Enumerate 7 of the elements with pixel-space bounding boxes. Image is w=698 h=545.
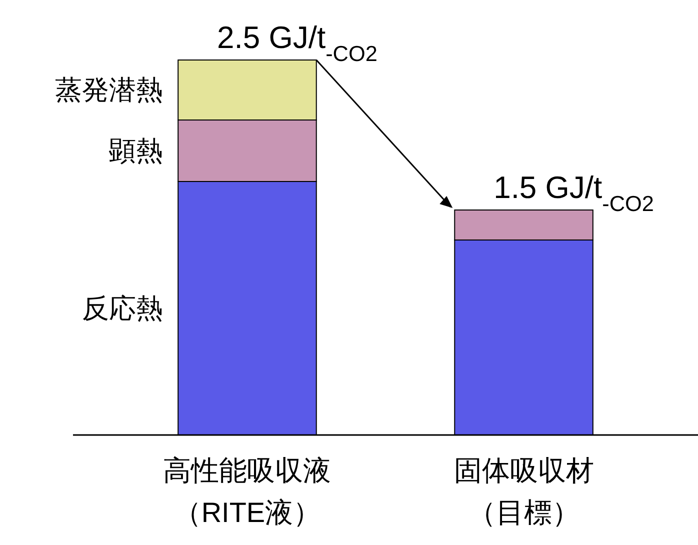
x-tick-label: 固体吸収材（目標） — [454, 455, 594, 528]
total-label: 2.5 GJ/t$_{-CO2}$ — [217, 20, 378, 66]
series-label: 蒸発潜熱 — [55, 75, 164, 105]
x-tick-label: 高性能吸収液（RITE液） — [163, 455, 332, 528]
total-label: 1.5 GJ/t$_{-CO2}$ — [494, 170, 654, 216]
series-label: 反応熱 — [82, 293, 164, 324]
series-label: 顕熱 — [108, 136, 164, 166]
